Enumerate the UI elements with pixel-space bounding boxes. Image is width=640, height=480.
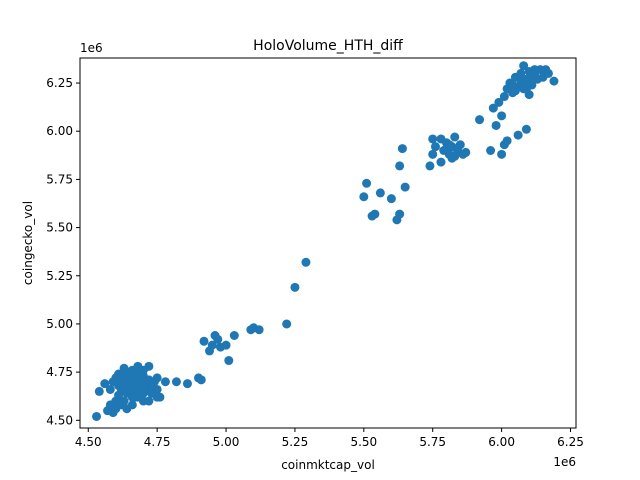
scatter-point xyxy=(108,377,118,387)
scatter-point xyxy=(549,76,559,86)
x-axis-label: coinmktcap_vol xyxy=(281,458,375,472)
scatter-point xyxy=(100,379,110,389)
scatter-point xyxy=(395,161,405,171)
scatter-point xyxy=(254,325,264,335)
y-tick-label: 6.00 xyxy=(46,124,73,138)
y-tick-label: 5.75 xyxy=(46,172,73,186)
scatter-point xyxy=(94,386,104,396)
scatter-point xyxy=(105,384,115,394)
x-tick-label: 6.25 xyxy=(557,435,584,449)
scatter-point xyxy=(400,182,410,192)
scatter-point xyxy=(138,381,148,391)
scatter-point xyxy=(524,76,534,86)
axis-ticks: 4.50 4.75 5.00 5.25 5.50 5.75 6.00 6.25 4.50 4.75… xyxy=(46,76,584,449)
data-points xyxy=(92,61,559,421)
scatter-point xyxy=(436,157,446,167)
scatter-point xyxy=(152,373,162,383)
scatter-point xyxy=(502,136,512,146)
scatter-point xyxy=(461,147,471,157)
scatter-point xyxy=(430,142,440,152)
x-tick-label: 5.25 xyxy=(282,435,309,449)
scatter-point xyxy=(160,377,170,387)
scatter-point xyxy=(301,257,311,267)
y-tick-label: 5.00 xyxy=(46,317,73,331)
scatter-point xyxy=(221,340,231,350)
scatter-point xyxy=(290,282,300,292)
scatter-point xyxy=(428,149,438,159)
scatter-point xyxy=(147,381,157,391)
scatter-point xyxy=(370,209,380,219)
y-tick-label: 4.75 xyxy=(46,365,73,379)
scatter-point xyxy=(521,124,531,134)
scatter-point xyxy=(138,388,148,398)
y-offset-text: 1e6 xyxy=(80,41,103,55)
x-tick-label: 4.50 xyxy=(75,435,102,449)
scatter-point xyxy=(513,130,523,140)
scatter-point xyxy=(486,146,496,155)
x-tick-label: 6.00 xyxy=(488,435,515,449)
scatter-point xyxy=(516,68,526,78)
y-axis-label: coingecko_vol xyxy=(21,201,35,285)
scatter-point xyxy=(519,61,529,71)
scatter-point xyxy=(543,68,553,78)
scatter-point xyxy=(213,334,223,344)
chart-title: HoloVolume_HTH_diff xyxy=(253,38,403,54)
scatter-point xyxy=(494,97,504,107)
y-tick-label: 4.50 xyxy=(46,413,73,427)
scatter-point xyxy=(207,340,217,350)
scatter-point xyxy=(359,192,369,202)
scatter-point xyxy=(182,379,192,389)
scatter-point xyxy=(130,392,140,402)
scatter-point xyxy=(92,411,102,421)
scatter-point xyxy=(116,377,126,387)
scatter-point xyxy=(491,120,501,130)
scatter-point xyxy=(499,92,509,102)
x-tick-label: 4.75 xyxy=(144,435,171,449)
scatter-point xyxy=(488,103,498,113)
scatter-point xyxy=(444,140,454,150)
scatter-point xyxy=(530,70,540,80)
scatter-point xyxy=(386,194,396,204)
scatter-point xyxy=(152,392,162,402)
plot-frame xyxy=(79,57,577,429)
scatter-point xyxy=(453,144,463,154)
x-tick-label: 5.75 xyxy=(419,435,446,449)
scatter-point xyxy=(497,149,507,159)
scatter-point xyxy=(395,209,405,219)
scatter-point xyxy=(171,377,181,387)
scatter-point xyxy=(397,144,407,154)
scatter-point xyxy=(425,161,435,171)
x-tick-label: 5.00 xyxy=(213,435,240,449)
scatter-point xyxy=(229,331,239,340)
y-tick-label: 6.25 xyxy=(46,76,73,90)
y-tick-label: 5.25 xyxy=(46,269,73,283)
scatter-point xyxy=(428,134,438,144)
scatter-point xyxy=(450,132,460,142)
x-tick-label: 5.50 xyxy=(350,435,377,449)
scatter-point xyxy=(450,151,460,161)
scatter-point xyxy=(224,356,234,366)
scatter-point xyxy=(475,115,485,125)
x-offset-text: 1e6 xyxy=(553,455,576,469)
scatter-point xyxy=(199,336,209,346)
scatter-point xyxy=(144,396,154,406)
scatter-point xyxy=(125,384,135,394)
y-tick-label: 5.50 xyxy=(46,221,73,235)
scatter-point xyxy=(521,84,531,94)
scatter-point xyxy=(362,178,372,188)
scatter-point xyxy=(375,188,385,198)
scatter-point xyxy=(114,369,124,379)
scatter-point xyxy=(196,375,206,385)
scatter-point xyxy=(127,400,137,410)
scatter-point xyxy=(497,111,507,121)
scatter-point xyxy=(510,86,520,96)
scatter-point xyxy=(138,365,148,375)
scatter-point xyxy=(282,319,292,329)
